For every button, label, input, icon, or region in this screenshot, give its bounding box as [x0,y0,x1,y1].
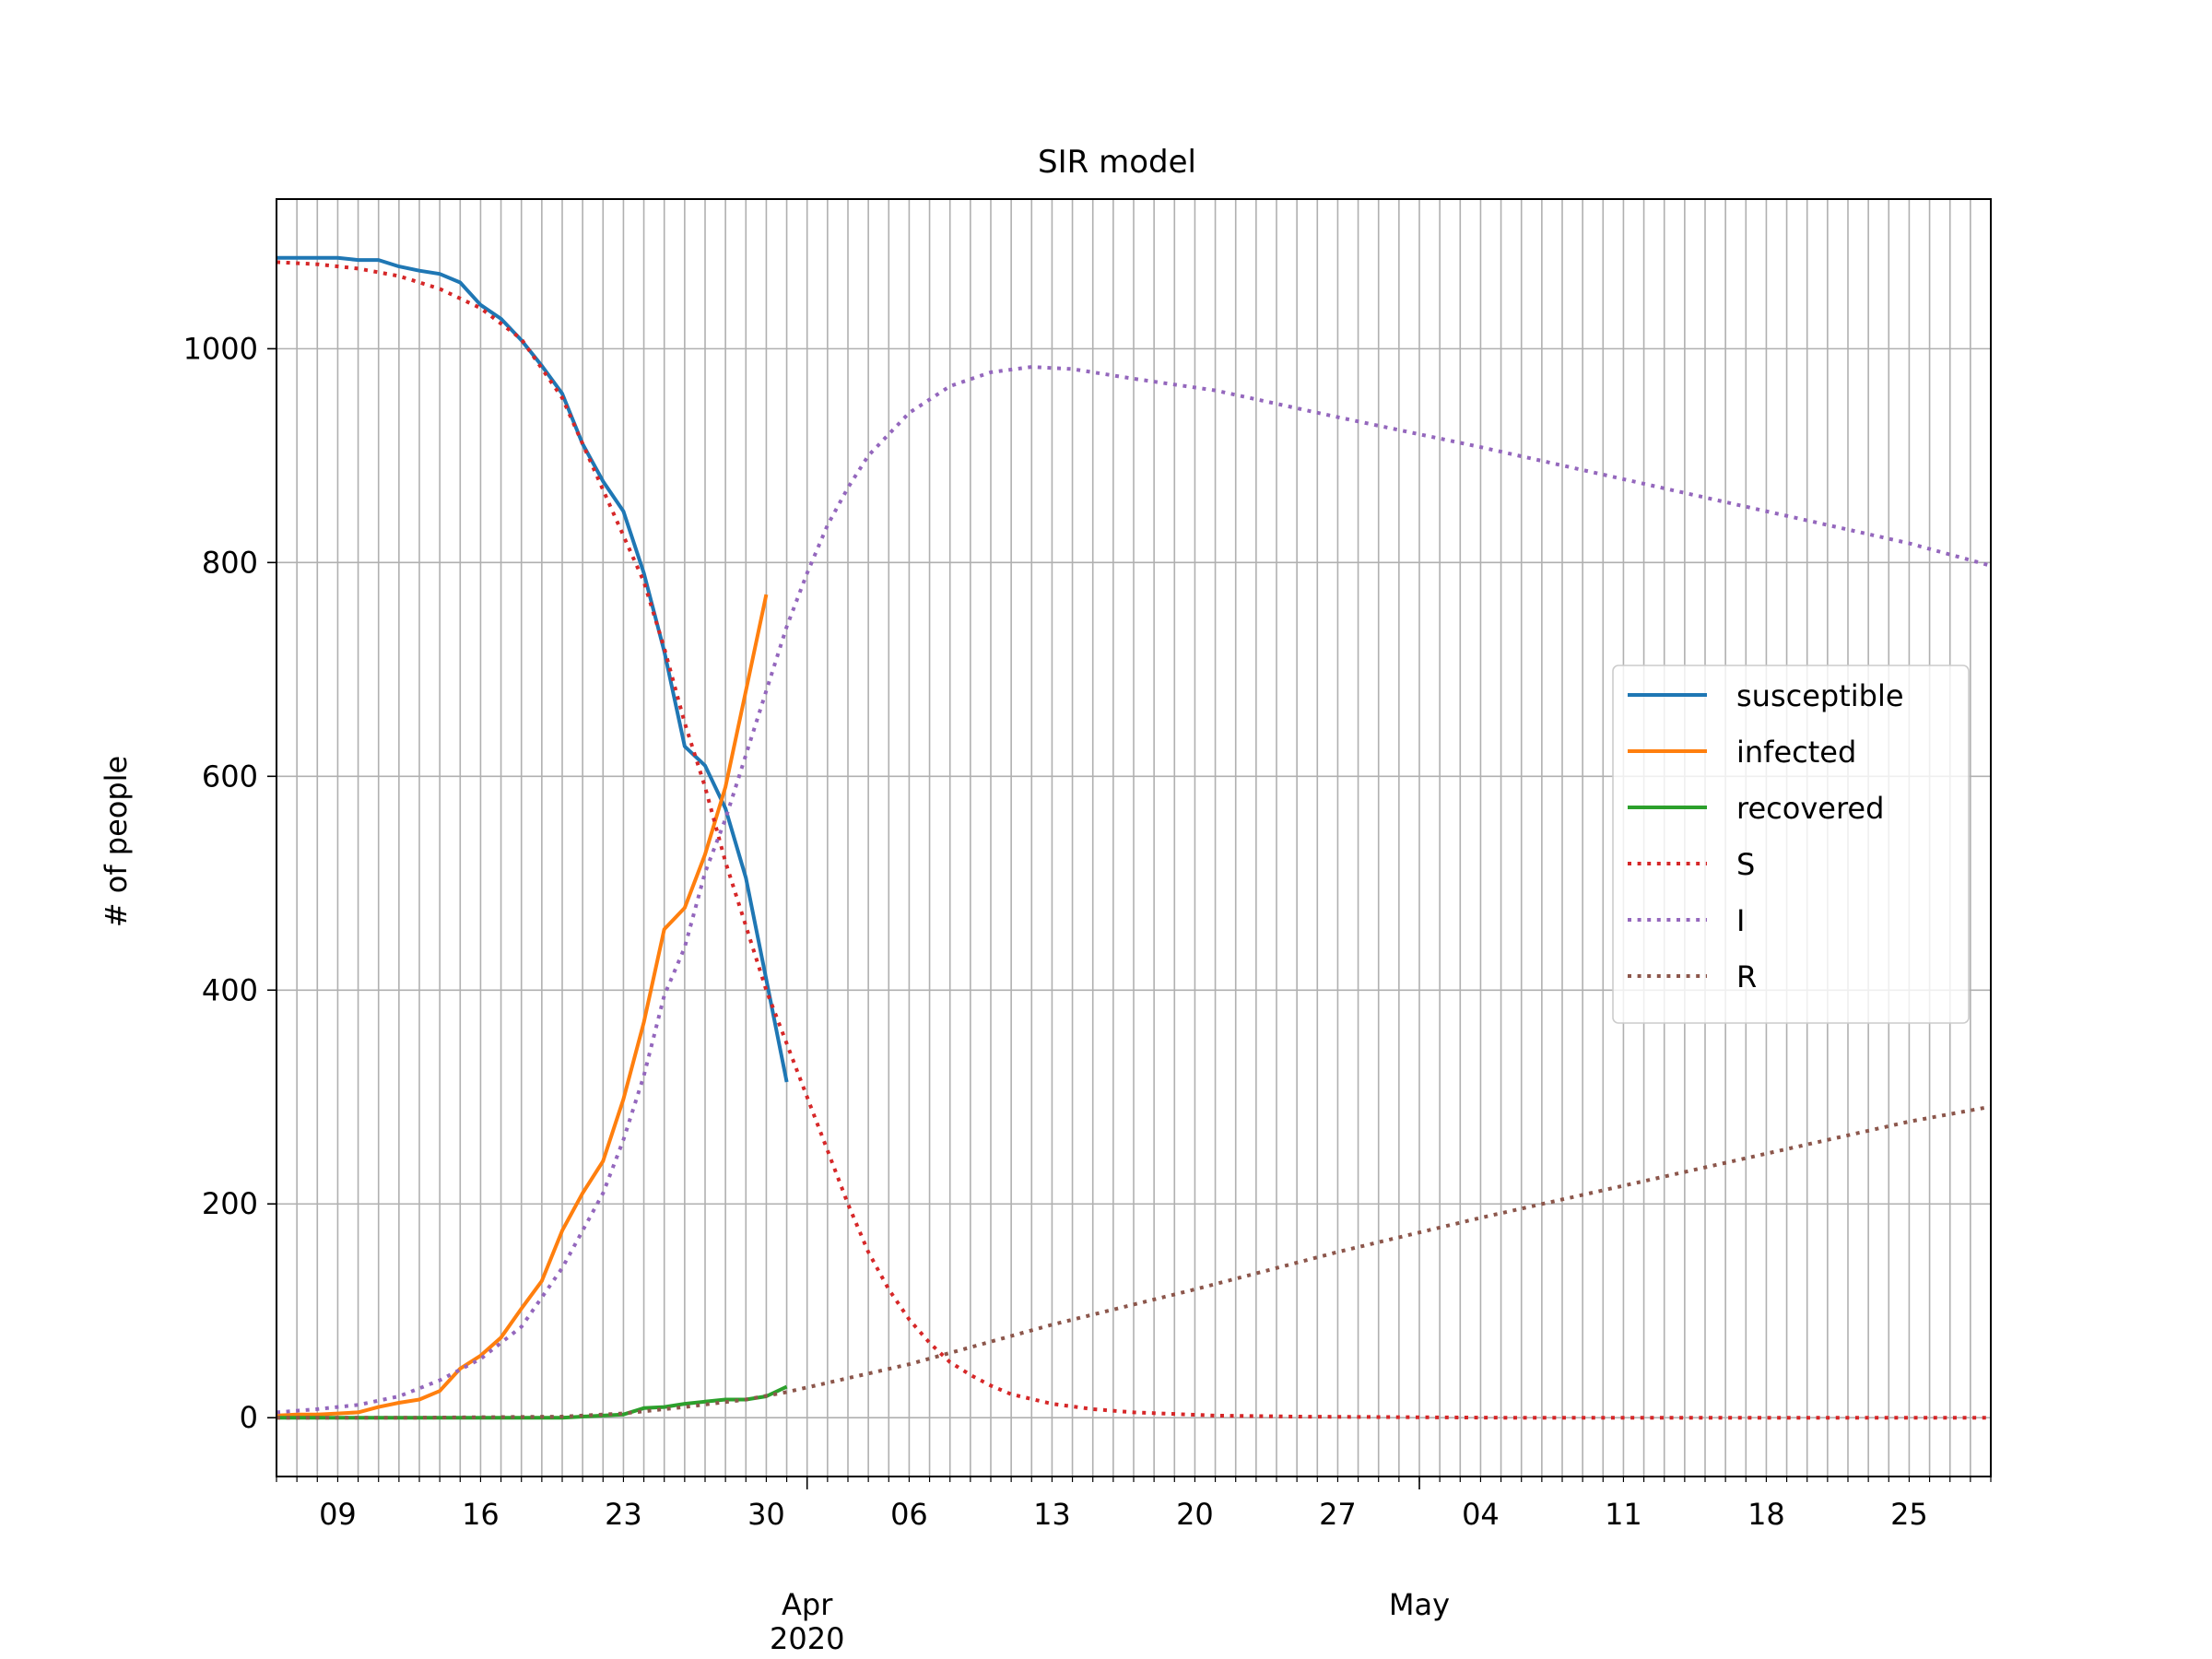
x-tick-label: 20 [1176,1497,1214,1532]
legend-label: I [1736,903,1745,938]
x-tick-label: 09 [319,1497,357,1532]
x-tick-label: 13 [1033,1497,1071,1532]
x-tick-label: 25 [1890,1497,1928,1532]
legend-label: R [1736,959,1757,994]
y-tick-label: 1000 [183,331,258,366]
x-month-label: May [1389,1587,1450,1622]
legend-label: recovered [1736,791,1884,826]
series-line-recovered [276,1384,788,1420]
series-line-infected [276,594,769,1418]
x-month-label: Apr [782,1587,833,1622]
x-tick-label: 18 [1747,1497,1785,1532]
legend: susceptible infected recovered SIR [1612,665,1970,1024]
x-tick-label: 23 [605,1497,642,1532]
legend-box [1612,665,1970,1024]
x-tick-label: 16 [462,1497,500,1532]
series-line-s [276,260,1991,1420]
y-tick-label: 800 [202,545,258,580]
x-tick-label: 11 [1605,1497,1642,1532]
y-axis: 0 200 400 600 800 1000 [183,331,276,1435]
series-line-i [276,365,1992,1415]
series-line-susceptible [276,255,789,1083]
x-tick-label: 06 [890,1497,928,1532]
x-tick-label: 27 [1319,1497,1357,1532]
chart-title: SIR model [1038,144,1196,181]
y-tick-label: 200 [202,1186,258,1221]
x-tick-label: 04 [1462,1497,1500,1532]
y-tick-label: 400 [202,972,258,1007]
legend-label: S [1736,847,1755,882]
plot-lines [276,255,1992,1420]
x-tick-label: 30 [747,1497,785,1532]
x-year-label: 2020 [770,1621,844,1656]
y-tick-label: 600 [202,759,258,794]
series-line-r [276,1104,1992,1420]
legend-label: infected [1736,735,1856,770]
y-tick-label: 0 [240,1400,258,1435]
y-axis-label: # of people [99,756,134,927]
legend-label: susceptible [1736,678,1904,713]
